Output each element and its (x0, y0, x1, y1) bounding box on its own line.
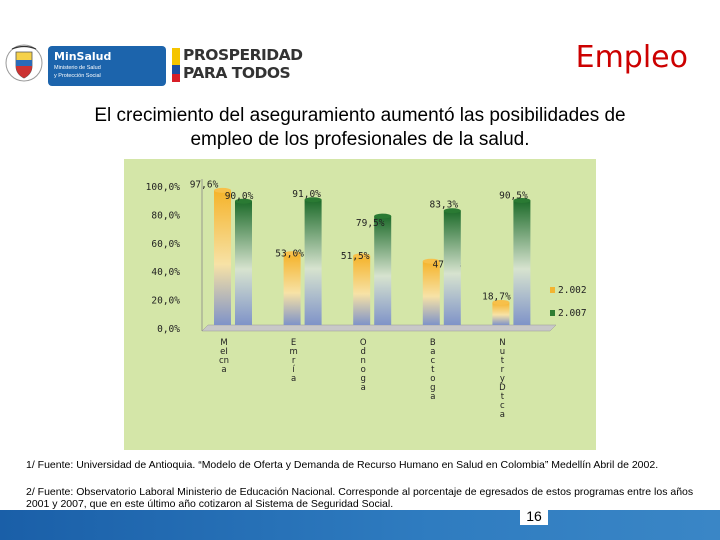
bar-2.002-1 (283, 253, 301, 325)
legend-label: 2.007 (558, 308, 587, 319)
data-label: 97,6% (190, 179, 219, 190)
bar-2.002-3 (422, 261, 440, 325)
x-tick-label-char: a (430, 392, 435, 402)
x-tick-label-char: g (360, 374, 365, 384)
x-tick-label-char: r (292, 356, 296, 366)
colombia-shield-icon (5, 44, 43, 82)
footer-bar (0, 510, 720, 540)
bar-cap (443, 208, 461, 214)
footnote-2: 2/ Fuente: Observatorio Laboral Minister… (26, 486, 694, 510)
minsalud-logo: MinSalud Ministerio de Salud y Protecció… (48, 46, 166, 86)
x-tick-label-char: o (361, 365, 366, 375)
legend-swatch (550, 287, 555, 293)
minsalud-title: MinSalud (54, 50, 112, 63)
x-tick-label-char: t (501, 392, 505, 402)
plot-floor (201, 324, 557, 332)
x-tick-label-char: o (430, 374, 435, 384)
bar-cap (283, 251, 301, 257)
data-label: 18,7% (482, 291, 511, 302)
x-tick-label-char: í (292, 365, 295, 375)
x-tick-label-char: r (501, 365, 505, 375)
legend-label: 2.002 (558, 285, 587, 296)
x-tick-label-char: O (360, 338, 367, 348)
minsalud-sub1: Ministerio de Salud (54, 65, 101, 71)
data-label: 53,0% (275, 249, 304, 260)
flag-stripes-icon (172, 48, 180, 82)
x-tick-label-char: u (500, 347, 505, 357)
footnote-1: 1/ Fuente: Universidad de Antioquia. “Mo… (26, 459, 659, 471)
bar-2.007-3 (443, 210, 461, 325)
header-logos: MinSalud Ministerio de Salud y Protecció… (4, 42, 304, 92)
x-tick-label-char: n (361, 356, 366, 366)
x-tick-label-char: N (499, 338, 505, 348)
y-tick-label: 0,0% (157, 324, 180, 335)
x-tick-label-char: c (500, 401, 505, 411)
x-tick-label-char: M (220, 338, 227, 348)
bar-cap (422, 258, 440, 264)
bar-2.002-2 (353, 255, 371, 325)
data-label: 79,5% (356, 218, 385, 229)
x-tick-label-char: eI (220, 347, 228, 357)
x-tick-label-char: a (221, 365, 226, 375)
x-tick-label-char: a (500, 410, 505, 420)
bar-cap (353, 253, 371, 259)
slide-title: Empleo (575, 40, 688, 75)
y-tick-label: 100,0% (146, 182, 181, 193)
prosperidad-line1: PROSPERIDAD (183, 46, 303, 64)
x-tick-label-char: a (430, 347, 435, 357)
x-tick-label-char: D (499, 383, 506, 393)
bar-2.002-0 (214, 190, 231, 325)
bar-chart: 0,0% 20,0% 40,0% 60,0% 80,0% 100,0% 97,6% 90,0%… (146, 179, 587, 420)
x-tick-label-char: cn (219, 356, 229, 366)
subtitle-line2: empleo de los profesionales de la salud. (190, 129, 530, 150)
data-label: 51,5% (341, 251, 370, 262)
x-tick-label-char: g (430, 383, 435, 393)
minsalud-sub2: y Protección Social (54, 73, 101, 79)
y-tick-label: 40,0% (151, 267, 180, 278)
bar-2.007-2 (374, 216, 392, 325)
x-tick-label-char: y (500, 374, 505, 384)
y-tick-label: 80,0% (151, 210, 180, 221)
x-tick-label-char: B (430, 338, 436, 348)
slide-subtitle: El crecimiento del aseguramiento aumentó… (20, 104, 700, 152)
bar-2.002-4 (492, 302, 510, 325)
data-label: 90,5% (499, 190, 528, 201)
bar-cap (214, 187, 231, 193)
bar-2.007-0 (235, 201, 252, 325)
prosperidad-logo: PROSPERIDAD PARA TODOS (172, 46, 306, 86)
x-tick-label-char: t (501, 356, 505, 366)
bar-cap (235, 198, 252, 204)
x-tick-label-char: a (361, 383, 366, 393)
x-tick-label-char: t (431, 365, 435, 375)
bar-cap (374, 213, 392, 219)
data-label: 90,0% (225, 191, 254, 202)
y-tick-label: 20,0% (151, 296, 180, 307)
bar-2.007-4 (513, 200, 531, 325)
x-tick-label-char: m (289, 347, 297, 357)
data-label: 83,3% (429, 200, 458, 211)
bar-cap (513, 197, 531, 203)
bar-cap (304, 197, 322, 203)
subtitle-line1: El crecimiento del aseguramiento aumentó… (94, 105, 626, 126)
bar-2.007-1 (304, 199, 322, 325)
x-tick-label-char: E (291, 338, 296, 348)
legend-swatch (550, 310, 555, 316)
x-tick-label-char: a (291, 374, 296, 384)
page-number: 16 (520, 507, 548, 525)
bar-cap (492, 299, 510, 305)
prosperidad-line2: PARA TODOS (183, 64, 291, 82)
data-label: 91,0% (292, 189, 321, 200)
x-tick-label-char: d (360, 347, 365, 357)
x-tick-label-char: c (430, 356, 435, 366)
chart-area: 0,0% 20,0% 40,0% 60,0% 80,0% 100,0% 97,6% 90,0%… (124, 159, 596, 450)
y-tick-label: 60,0% (151, 239, 180, 250)
